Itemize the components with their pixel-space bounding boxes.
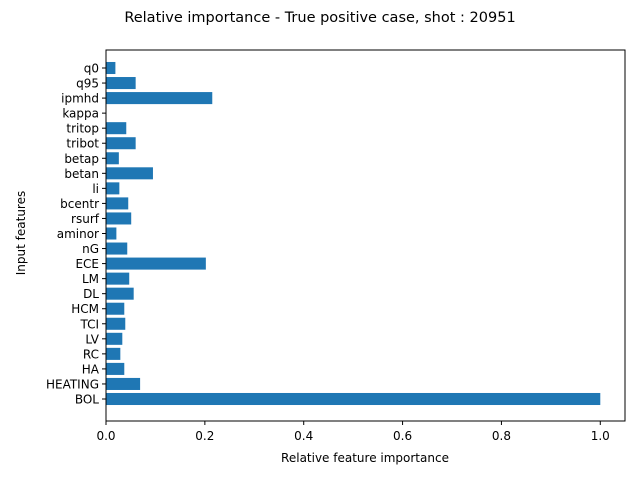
y-axis-label: Input features: [14, 191, 28, 275]
bar-HCM: [106, 302, 125, 315]
y-tick-label: DL: [83, 287, 99, 301]
bar-DL: [106, 287, 134, 300]
y-tick-label: HA: [82, 362, 100, 376]
y-tick-label: q95: [76, 77, 99, 91]
y-tick-label: ipmhd: [61, 92, 99, 106]
bar-bcentr: [106, 197, 129, 210]
y-tick-label: betap: [64, 152, 99, 166]
x-tick-label: 0.8: [492, 429, 511, 443]
y-tick-label: bcentr: [60, 197, 99, 211]
y-tick-label: rsurf: [71, 212, 100, 226]
y-tick-label: betan: [64, 167, 99, 181]
y-tick-label: RC: [83, 347, 99, 361]
x-axis-label: Relative feature importance: [281, 451, 449, 465]
bar-RC: [106, 347, 121, 360]
bar-HA: [106, 362, 125, 375]
x-ticks: 0.0 0.2 0.4 0.6 0.8 1.0: [96, 421, 610, 443]
x-tick-label: 0.4: [294, 429, 313, 443]
bar-tritop: [106, 122, 127, 135]
bar-ECE: [106, 257, 206, 270]
bar-LV: [106, 332, 123, 345]
bar-ipmhd: [106, 92, 213, 105]
bar-aminor: [106, 227, 117, 240]
y-tick-label: aminor: [57, 227, 99, 241]
bar-LM: [106, 272, 130, 285]
bars-group: [106, 61, 601, 406]
bar-q0: [106, 61, 116, 75]
axes-frame: [105, 49, 626, 422]
bar-li: [106, 182, 120, 195]
bar-TCI: [106, 317, 126, 330]
y-tick-label: LV: [85, 332, 99, 346]
chart-title: Relative importance - True positive case…: [124, 10, 515, 26]
y-tick-label: kappa: [62, 107, 99, 121]
bar-betap: [106, 152, 119, 165]
bar-BOL: [106, 392, 601, 406]
plot-area: BOL HEATINGHARCLVTCIHCMDLLMECEnGaminorrsu…: [46, 49, 626, 443]
bar-nG: [106, 242, 128, 255]
bar-rsurf: [106, 212, 132, 225]
bar-tribot: [106, 137, 136, 150]
y-ticks: BOL HEATINGHARCLVTCIHCMDLLMECEnGaminorrsu…: [46, 62, 106, 407]
y-tick-label: LM: [82, 272, 99, 286]
x-tick-label: 0.6: [393, 429, 412, 443]
y-tick-label: nG: [82, 242, 99, 256]
bar-q95: [106, 77, 136, 90]
y-tick-label: HEATING: [46, 377, 99, 391]
x-tick-label: 1.0: [591, 429, 610, 443]
x-tick-label: 0.2: [195, 429, 214, 443]
y-tick-label: q0: [84, 62, 99, 76]
y-tick-label: ECE: [75, 257, 99, 271]
y-tick-label: TCI: [79, 317, 99, 331]
y-tick-label: HCM: [71, 302, 99, 316]
bar-HEATING: [106, 377, 141, 390]
y-tick-label: li: [92, 182, 99, 196]
y-tick-label: tritop: [66, 122, 99, 136]
y-tick-label: tribot: [66, 137, 99, 151]
x-tick-label: 0.0: [96, 429, 115, 443]
y-tick-label: BOL: [75, 393, 99, 407]
bar-betan: [106, 167, 153, 180]
